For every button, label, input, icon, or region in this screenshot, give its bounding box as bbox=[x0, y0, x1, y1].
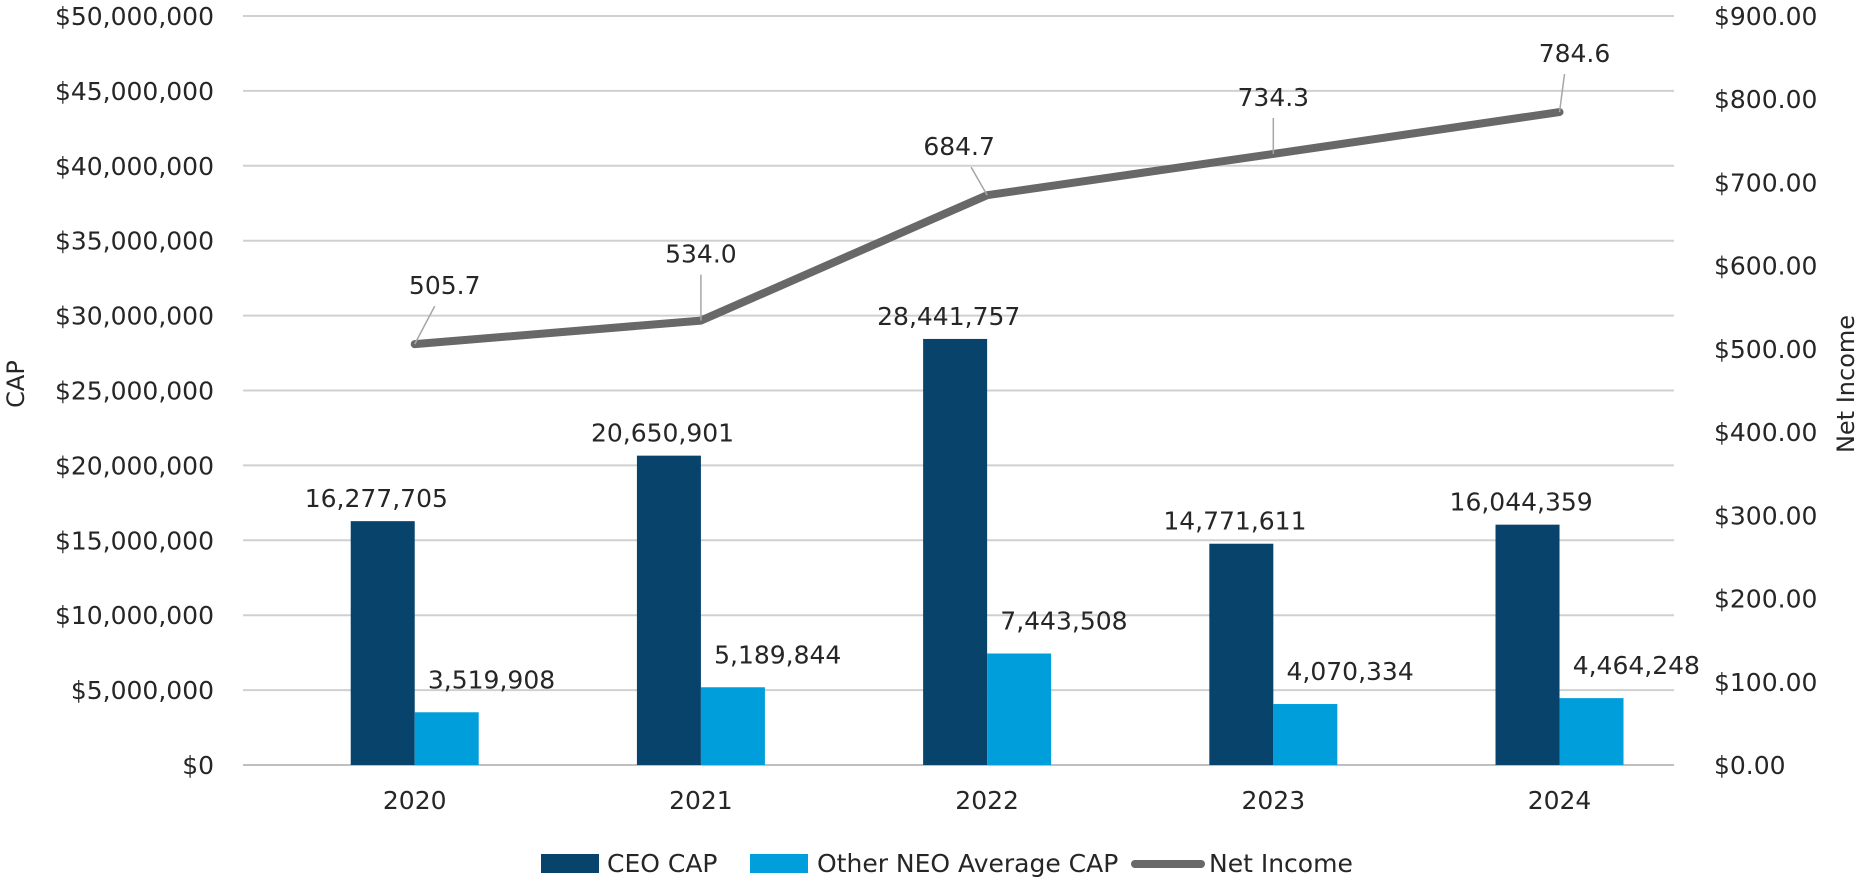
y2-tick-label-0: $0.00 bbox=[1714, 751, 1786, 780]
bar-ceo-cap-2023 bbox=[1209, 543, 1274, 765]
legend-label-net-income: Net Income bbox=[1209, 849, 1353, 878]
data-label-net-income-2021: 534.0 bbox=[665, 240, 737, 269]
right-y-axis: $0.00 $100.00 $200.00 $300.00 $400.00 $500.00… bbox=[1714, 2, 1817, 780]
data-label-other-neo-cap-2023: 4,070,334 bbox=[1287, 657, 1414, 686]
data-labels: 16,277,705 3,519,908 20,650,901 5,189,844 28… bbox=[305, 39, 1700, 694]
bar-other-neo-cap-2024 bbox=[1559, 698, 1624, 765]
bar-other-neo-cap-2021 bbox=[700, 687, 765, 765]
y-tick-label-5: $25,000,000 bbox=[55, 377, 214, 406]
y-tick-label-7: $35,000,000 bbox=[55, 227, 214, 256]
y-tick-label-0: $0 bbox=[182, 751, 214, 780]
y2-tick-label-3: $300.00 bbox=[1714, 501, 1817, 530]
y-tick-label-2: $10,000,000 bbox=[55, 601, 214, 630]
bar-other-neo-cap-2020 bbox=[414, 712, 479, 765]
left-y-axis: $0 $5,000,000 $10,000,000 $15,000,000 $20,00… bbox=[55, 2, 214, 780]
data-label-other-neo-cap-2024: 4,464,248 bbox=[1573, 651, 1700, 680]
leader-line-net-income-2024 bbox=[1558, 73, 1566, 113]
y2-tick-label-8: $800.00 bbox=[1714, 85, 1817, 114]
y-axis-title: CAP bbox=[2, 360, 30, 408]
y2-tick-label-2: $200.00 bbox=[1714, 585, 1817, 614]
bar-ceo-cap-2020 bbox=[350, 521, 415, 765]
y-tick-label-4: $20,000,000 bbox=[55, 451, 214, 480]
bar-ceo-cap-2022 bbox=[923, 338, 988, 765]
data-label-other-neo-cap-2020: 3,519,908 bbox=[428, 665, 555, 694]
y2-tick-label-1: $100.00 bbox=[1714, 668, 1817, 697]
legend-label-ceo-cap: CEO CAP bbox=[607, 849, 718, 878]
x-tick-label-2021: 2021 bbox=[669, 786, 733, 815]
bar-other-neo-cap-2022 bbox=[987, 653, 1052, 765]
data-label-net-income-2020: 505.7 bbox=[409, 271, 481, 300]
x-tick-label-2024: 2024 bbox=[1528, 786, 1592, 815]
x-tick-label-2020: 2020 bbox=[383, 786, 447, 815]
y2-tick-label-9: $900.00 bbox=[1714, 2, 1817, 31]
y2-tick-label-7: $700.00 bbox=[1714, 168, 1817, 197]
data-label-other-neo-cap-2022: 7,443,508 bbox=[1000, 606, 1127, 635]
legend-swatch-ceo-cap bbox=[541, 854, 599, 873]
y-tick-label-1: $5,000,000 bbox=[71, 676, 214, 705]
legend: CEO CAP Other NEO Average CAP Net Income bbox=[541, 849, 1353, 878]
bar-series bbox=[350, 338, 1624, 765]
y-tick-label-9: $45,000,000 bbox=[55, 77, 214, 106]
bar-other-neo-cap-2023 bbox=[1273, 704, 1338, 765]
data-label-net-income-2022: 684.7 bbox=[923, 132, 995, 161]
y-tick-label-10: $50,000,000 bbox=[55, 2, 214, 31]
y-tick-label-3: $15,000,000 bbox=[55, 526, 214, 555]
bar-ceo-cap-2021 bbox=[636, 455, 701, 765]
legend-label-other-neo-cap: Other NEO Average CAP bbox=[817, 849, 1118, 878]
data-label-net-income-2024: 784.6 bbox=[1539, 39, 1611, 68]
leader-line-net-income-2022 bbox=[970, 166, 988, 196]
y2-axis-title: Net Income bbox=[1832, 315, 1860, 453]
x-axis: 2020 2021 2022 2023 2024 bbox=[383, 786, 1591, 815]
x-tick-label-2023: 2023 bbox=[1242, 786, 1306, 815]
y-tick-label-6: $30,000,000 bbox=[55, 302, 214, 331]
x-tick-label-2022: 2022 bbox=[955, 786, 1019, 815]
y2-tick-label-5: $500.00 bbox=[1714, 335, 1817, 364]
data-label-net-income-2023: 734.3 bbox=[1238, 83, 1310, 112]
y2-tick-label-4: $400.00 bbox=[1714, 418, 1817, 447]
data-label-ceo-cap-2023: 14,771,611 bbox=[1163, 507, 1306, 536]
y-tick-label-8: $40,000,000 bbox=[55, 152, 214, 181]
legend-swatch-other-neo-cap bbox=[750, 854, 808, 873]
leader-line-net-income-2020 bbox=[414, 305, 436, 345]
data-label-ceo-cap-2024: 16,044,359 bbox=[1450, 488, 1593, 517]
data-label-ceo-cap-2022: 28,441,757 bbox=[877, 302, 1020, 331]
data-label-other-neo-cap-2021: 5,189,844 bbox=[714, 640, 841, 669]
data-label-ceo-cap-2021: 20,650,901 bbox=[591, 419, 734, 448]
y2-tick-label-6: $600.00 bbox=[1714, 252, 1817, 281]
bar-ceo-cap-2024 bbox=[1495, 524, 1560, 765]
data-label-ceo-cap-2020: 16,277,705 bbox=[305, 484, 448, 513]
